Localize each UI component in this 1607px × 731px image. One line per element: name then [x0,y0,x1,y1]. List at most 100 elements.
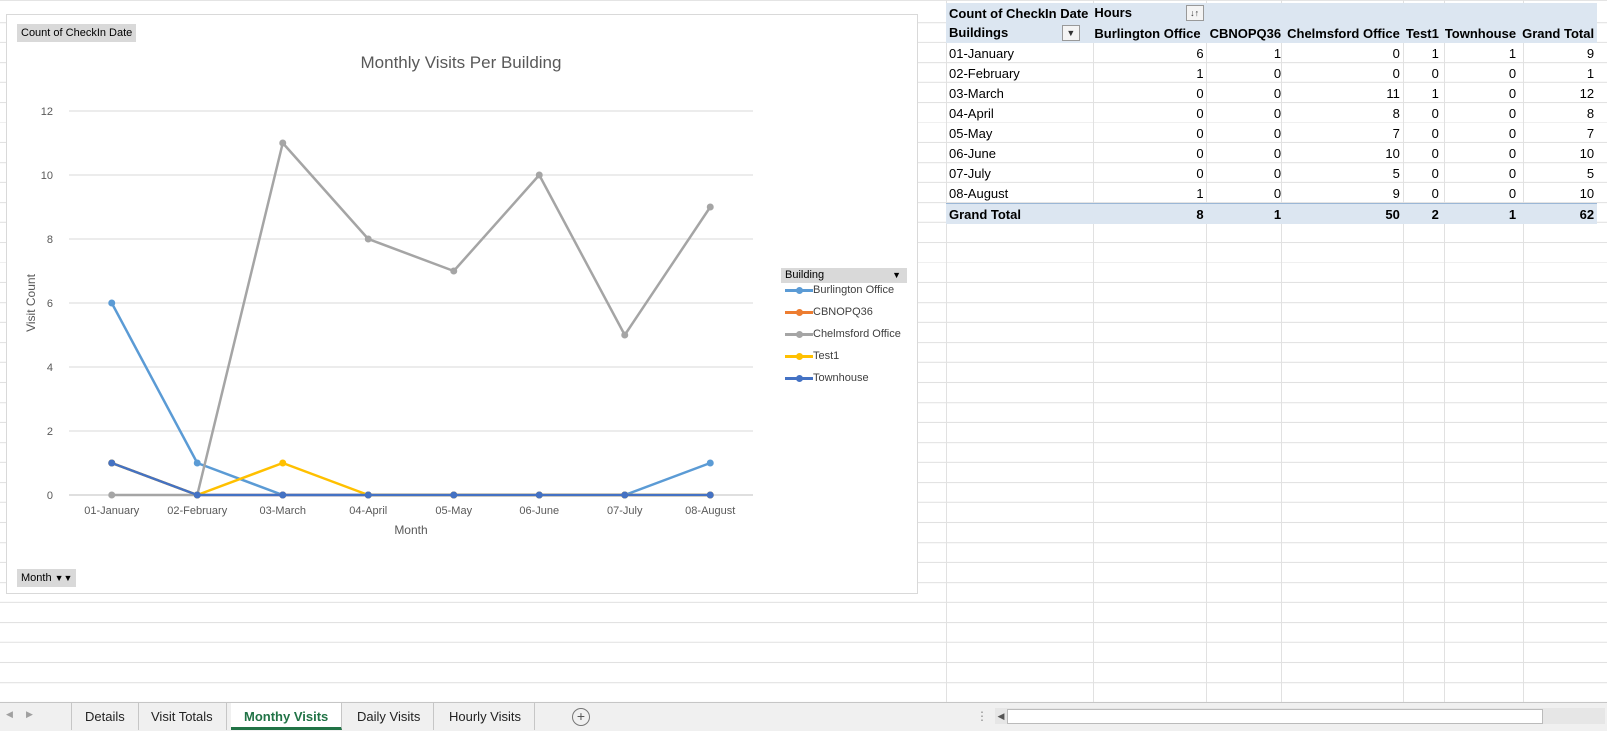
legend-field-button[interactable]: Building ▼ [781,268,907,283]
scroll-left-icon[interactable]: ◀ [997,711,1005,721]
value-cell[interactable]: 0 [1273,65,1282,81]
value-cell[interactable]: 1 [1196,185,1204,201]
tab-split-handle[interactable]: ⋮ [976,709,988,723]
value-cell[interactable]: 10 [1385,145,1400,161]
value-cell[interactable]: 1 [1206,203,1285,224]
value-cell[interactable]: 0 [1392,45,1400,61]
sheet-tab-visit-totals[interactable]: Visit Totals [138,703,227,730]
scroll-tabs-right-icon[interactable]: ▶ [26,709,33,719]
table-row[interactable]: 06-June 0 0 10 0 0 10 [946,143,1597,163]
value-label-cell[interactable]: Count of CheckIn Date [946,3,1092,23]
value-cell[interactable]: 8 [1586,105,1595,121]
value-cell[interactable]: 11 [1386,85,1400,101]
value-cell[interactable]: 1 [1273,45,1282,61]
value-cell[interactable]: 7 [1392,125,1400,141]
value-cell[interactable]: 62 [1519,203,1598,224]
table-row[interactable]: 05-May 0 0 7 0 0 7 [946,123,1597,143]
value-cell[interactable]: 0 [1273,125,1282,141]
value-cell[interactable]: 1 [1431,85,1439,101]
value-cell[interactable]: 0 [1431,105,1439,121]
value-cell[interactable]: 0 [1508,185,1517,201]
value-cell[interactable]: 1 [1586,65,1595,81]
row-label[interactable]: 05-May [949,125,993,141]
value-cell[interactable]: 0 [1508,105,1517,121]
row-label[interactable]: 06-June [949,145,996,161]
column-header[interactable]: Burlington Office [1091,23,1207,43]
horizontal-scrollbar[interactable]: ◀ [995,708,1605,724]
value-cell[interactable]: 0 [1508,145,1517,161]
column-header[interactable]: CBNOPQ36 [1206,23,1285,43]
add-sheet-button[interactable]: + [572,708,590,726]
value-field-button[interactable]: Count of CheckIn Date [17,24,137,42]
sheet-tab-daily-visits[interactable]: Daily Visits [344,703,435,730]
sheet-tab-details[interactable]: Details [71,703,139,730]
row-label[interactable]: 01-January [949,45,1015,61]
row-label[interactable]: 07-July [949,165,991,181]
value-cell[interactable]: 9 [1586,45,1595,61]
value-cell[interactable]: 0 [1273,165,1282,181]
column-header[interactable]: Townhouse [1441,23,1520,43]
value-cell[interactable]: 2 [1402,203,1442,224]
value-cell[interactable]: 6 [1196,45,1204,61]
column-field-cell[interactable]: Hours ↓↑ [1091,3,1207,23]
scrollbar-thumb[interactable] [1007,709,1543,724]
value-cell[interactable]: 12 [1579,85,1595,101]
filter-icon[interactable]: ▼ [1061,25,1080,42]
value-cell[interactable]: 0 [1273,145,1282,161]
value-cell[interactable]: 0 [1508,165,1517,181]
value-cell[interactable]: 0 [1196,165,1204,181]
value-cell[interactable]: 8 [1091,203,1207,224]
value-cell[interactable]: 0 [1196,85,1204,101]
column-header[interactable]: Chelmsford Office [1284,23,1403,43]
table-row[interactable]: 07-July 0 0 5 0 0 5 [946,163,1597,183]
value-cell[interactable]: 8 [1392,105,1400,121]
value-cell[interactable]: 0 [1196,125,1204,141]
value-cell[interactable]: 1 [1196,65,1204,81]
pivot-table[interactable]: Count of CheckIn Date Hours ↓↑ Buildings… [946,3,1598,224]
value-cell[interactable]: 0 [1431,185,1439,201]
value-cell[interactable]: 0 [1273,185,1282,201]
row-label[interactable]: 02-February [949,65,1020,81]
value-cell[interactable]: 7 [1586,125,1595,141]
value-cell[interactable]: 0 [1431,145,1439,161]
row-label[interactable]: 08-August [949,185,1009,201]
sheet-tab-monthy-visits[interactable]: Monthy Visits [231,703,343,730]
value-cell[interactable]: 0 [1508,85,1517,101]
sheet-tab-hourly-visits[interactable]: Hourly Visits [436,703,536,730]
value-cell[interactable]: 5 [1392,165,1400,181]
value-cell[interactable]: 0 [1392,65,1400,81]
value-cell[interactable]: 1 [1508,45,1517,61]
value-cell[interactable]: 0 [1273,85,1282,101]
pivot-chart[interactable]: Count of CheckIn Date Month ▼▼ Monthly V… [6,14,918,594]
value-cell[interactable]: 1 [1431,45,1439,61]
value-cell[interactable]: 0 [1196,105,1204,121]
sort-filter-icon[interactable]: ↓↑ [1185,5,1204,22]
value-cell[interactable]: 0 [1431,65,1439,81]
value-cell[interactable]: 9 [1392,185,1400,201]
value-cell[interactable]: 5 [1586,165,1595,181]
value-cell[interactable]: 10 [1579,185,1595,201]
value-cell[interactable]: 0 [1431,125,1439,141]
value-cell[interactable]: 0 [1508,65,1517,81]
column-header[interactable]: Test1 [1402,23,1442,43]
row-field-cell[interactable]: Buildings ▼ [946,23,1092,43]
value-cell[interactable]: 10 [1579,145,1595,161]
table-row[interactable]: 04-April 0 0 8 0 0 8 [946,103,1597,123]
scroll-tabs-left-icon[interactable]: ◀ [6,709,13,719]
row-label[interactable]: Grand Total [946,203,1092,224]
value-cell[interactable]: 0 [1508,125,1517,141]
table-row[interactable]: 02-February 1 0 0 0 0 1 [946,63,1597,83]
row-label[interactable]: 04-April [949,105,994,121]
table-row[interactable]: 01-January 6 1 0 1 1 9 [946,43,1597,63]
value-cell[interactable]: 1 [1441,203,1520,224]
table-row[interactable]: 03-March 0 0 11 1 0 12 [946,83,1597,103]
table-row[interactable]: 08-August 1 0 9 0 0 10 [946,183,1597,204]
grand-total-row[interactable]: Grand Total 8 1 50 2 1 62 [946,203,1598,224]
column-header[interactable]: Grand Total [1519,23,1598,43]
value-cell[interactable]: 0 [1431,165,1439,181]
value-cell[interactable]: 50 [1284,203,1403,224]
value-cell[interactable]: 0 [1273,105,1282,121]
row-label[interactable]: 03-March [949,85,1004,101]
value-cell[interactable]: 0 [1196,145,1204,161]
month-field-button[interactable]: Month ▼▼ [17,569,77,587]
